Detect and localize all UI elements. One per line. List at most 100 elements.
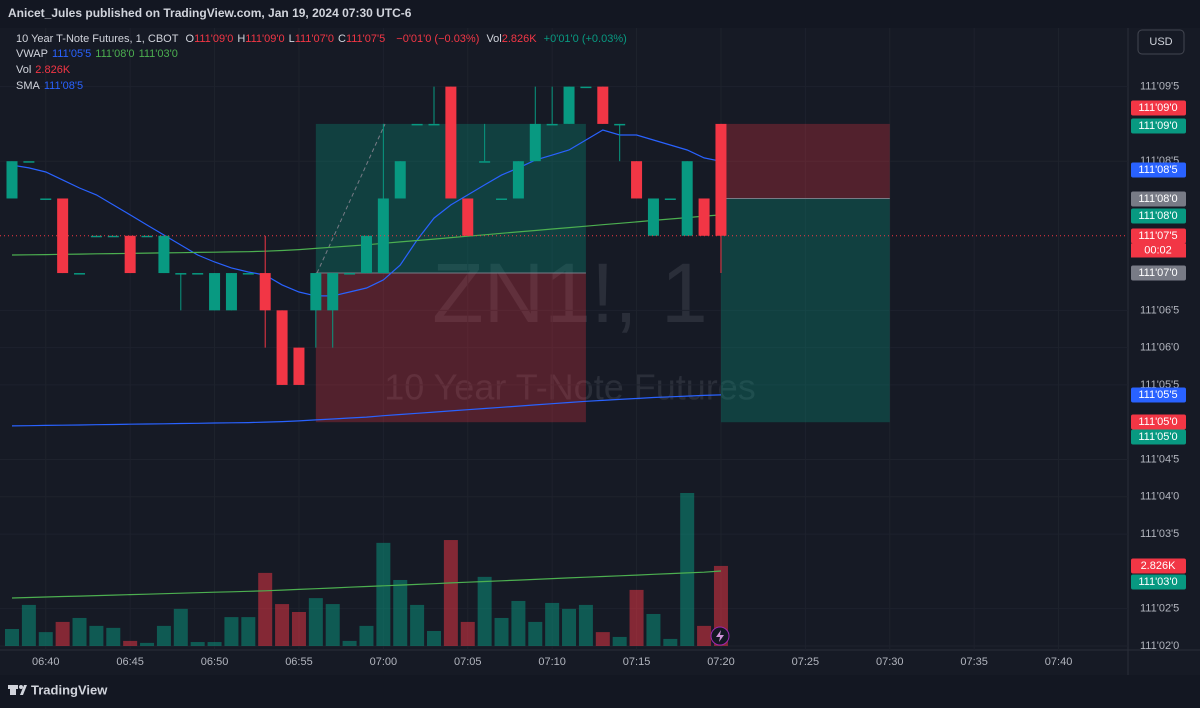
volume-bar xyxy=(359,625,374,646)
countdown: 00:02 xyxy=(1144,244,1172,256)
x-tick-label: 07:20 xyxy=(707,656,735,668)
indicator-line xyxy=(11,570,722,599)
x-tick-label: 07:15 xyxy=(623,656,651,668)
y-tick-label: 111'09'5 xyxy=(1140,81,1179,93)
volume-bar xyxy=(663,638,678,646)
watermark-name: 10 Year T-Note Futures xyxy=(384,367,756,408)
price-label-box xyxy=(1131,574,1186,590)
symbol-title: 10 Year T-Note Futures, 1, CBOT xyxy=(16,33,179,45)
volume-bar xyxy=(106,627,121,646)
volume-bar xyxy=(713,565,728,646)
y-tick-label: 111'02'0 xyxy=(1140,640,1179,652)
volume-bar xyxy=(697,625,712,646)
legend-main: 10 Year T-Note Futures, 1, CBOT O111'09'… xyxy=(16,32,631,46)
alert-bolt xyxy=(716,630,724,642)
y-tick-label: 111'04'0 xyxy=(1140,491,1179,503)
volume-bar xyxy=(173,608,188,646)
volume-bar xyxy=(427,630,441,646)
candle-body xyxy=(158,235,170,274)
price-label-box xyxy=(1131,118,1186,134)
volume-bar xyxy=(207,642,222,646)
indicator-value: 111'05'5 xyxy=(52,48,92,60)
candle-body xyxy=(529,123,541,162)
candle-body xyxy=(209,273,221,311)
bottom-bar xyxy=(0,675,1200,708)
volume-bar xyxy=(528,621,543,646)
x-tick-label: 07:30 xyxy=(876,656,904,668)
candle-body xyxy=(141,235,153,238)
indicator-line xyxy=(11,394,722,427)
x-tick-label: 07:05 xyxy=(454,656,482,668)
candle-body xyxy=(276,310,288,385)
price-label: 111'05'5 xyxy=(1138,389,1177,401)
x-tick-label: 07:35 xyxy=(960,656,988,668)
price-label: 111'08'0 xyxy=(1138,210,1177,222)
price-label-box xyxy=(1131,387,1186,403)
watermark-symbol: ZN1!, 1 xyxy=(432,246,707,340)
indicator-line xyxy=(11,129,722,297)
volume-bar xyxy=(595,632,610,646)
footer-brand: TradingView xyxy=(31,682,108,697)
candle-body xyxy=(360,235,372,274)
x-tick-label: 07:00 xyxy=(370,656,398,668)
price-label: 111'05'0 xyxy=(1138,431,1177,443)
candle-body xyxy=(107,235,119,238)
candle-body xyxy=(90,235,102,238)
volume-bar xyxy=(55,621,70,646)
volume-bar xyxy=(376,542,391,646)
candle-body xyxy=(512,161,524,199)
candle-body xyxy=(614,123,626,126)
price-label: 2.826K xyxy=(1141,560,1177,572)
volume-bar xyxy=(140,642,155,646)
candle-body xyxy=(6,161,18,199)
indicator-name: SMA xyxy=(16,80,40,92)
ohlc-key: L xyxy=(288,33,295,45)
price-label-box xyxy=(1131,414,1186,430)
volume-bar xyxy=(291,612,306,646)
currency-button[interactable] xyxy=(1137,29,1185,55)
x-tick-label: 07:40 xyxy=(1045,656,1073,668)
candle-body xyxy=(563,86,575,124)
y-tick-label: 111'06'5 xyxy=(1140,304,1179,316)
ohlc-key: O xyxy=(185,33,195,45)
volume-bar xyxy=(460,621,475,646)
y-tick-label: 111'06'0 xyxy=(1140,342,1179,354)
candle-body xyxy=(327,273,339,311)
volume-bar xyxy=(89,625,104,646)
candle-body xyxy=(293,347,305,385)
candle-body xyxy=(242,273,254,275)
volume-bar xyxy=(241,617,256,646)
volume-bar xyxy=(578,604,593,646)
x-tick-label: 06:40 xyxy=(32,656,60,668)
volume-bar xyxy=(224,617,239,646)
indicator-value: 111'08'0 xyxy=(95,48,135,60)
price-label-box xyxy=(1131,100,1186,116)
price-label-box xyxy=(1131,265,1186,281)
currency[interactable]: USD xyxy=(1149,36,1172,48)
vol-change: +0'01'0 (+0.03%) xyxy=(543,33,627,45)
price-label: 111'08'5 xyxy=(1138,164,1177,176)
candle-body xyxy=(124,235,136,274)
volume-bar xyxy=(325,604,340,646)
candle-body xyxy=(394,161,406,199)
volume-bar xyxy=(21,604,36,646)
candle-body xyxy=(479,161,491,163)
candle-body xyxy=(411,123,423,126)
candle-body xyxy=(175,273,187,275)
ohlc-key: C xyxy=(337,33,346,45)
y-tick-label: 111'02'5 xyxy=(1140,603,1179,615)
volume-bar xyxy=(156,625,171,646)
volume-bar xyxy=(123,640,138,646)
stop-zone xyxy=(315,273,586,423)
volume-bar xyxy=(494,617,509,646)
indicator-value: 111'08'5 xyxy=(43,80,84,92)
candle-body xyxy=(40,198,52,200)
candle-body xyxy=(344,273,356,275)
price-label-box xyxy=(1131,208,1186,224)
profit-zone xyxy=(720,198,890,423)
x-tick-label: 06:55 xyxy=(285,656,313,668)
price-label: 111'09'0 xyxy=(1138,120,1177,132)
volume-bar xyxy=(443,540,458,646)
